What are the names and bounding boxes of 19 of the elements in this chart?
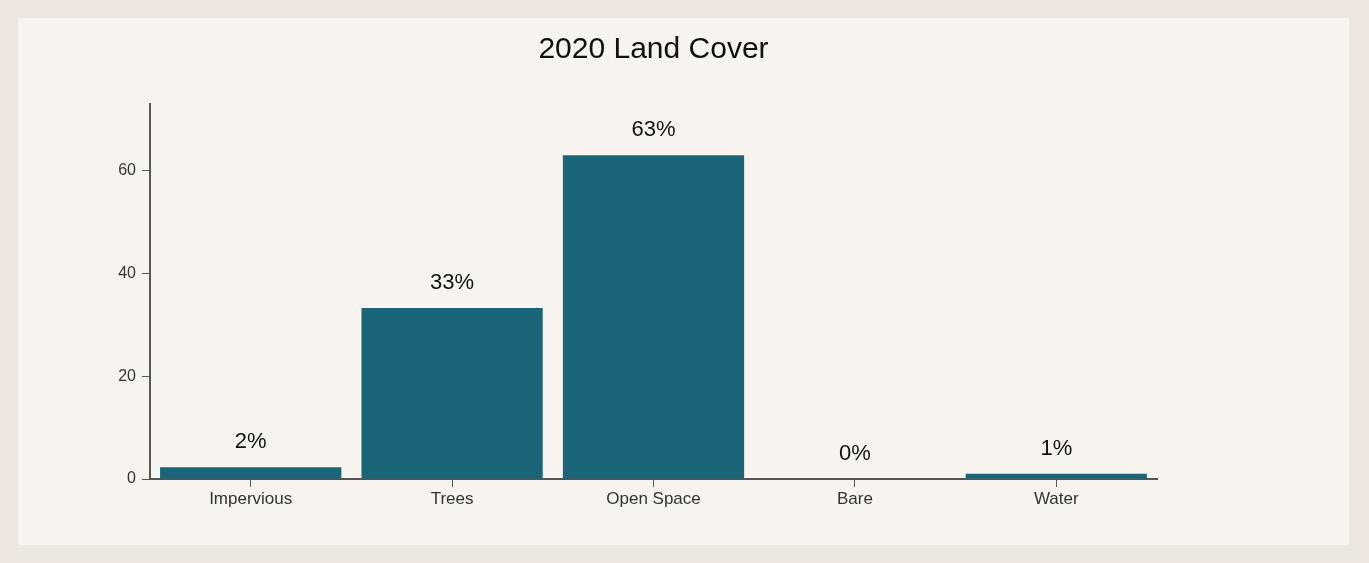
chart-title: 2020 Land Cover (538, 31, 769, 65)
bar (562, 155, 745, 479)
data-label: 1% (1040, 434, 1073, 460)
x-tick-label: Impervious (209, 488, 293, 508)
y-tick-label: 60 (118, 161, 137, 179)
x-tick-label: Trees (430, 488, 474, 508)
data-label: 33% (430, 269, 475, 294)
bar (965, 473, 1147, 479)
x-tick-label: Open Space (606, 488, 701, 508)
data-label: 2% (234, 428, 267, 454)
x-tick-label: Bare (836, 488, 873, 508)
y-tick-label: 20 (118, 366, 137, 384)
y-tick-label: 0 (127, 469, 137, 487)
data-label: 0% (839, 440, 871, 466)
y-tick-label: 40 (118, 263, 137, 281)
data-label: 63% (631, 116, 676, 142)
bar (361, 307, 543, 479)
bar (160, 467, 342, 479)
x-tick-label: Water (1033, 488, 1079, 508)
